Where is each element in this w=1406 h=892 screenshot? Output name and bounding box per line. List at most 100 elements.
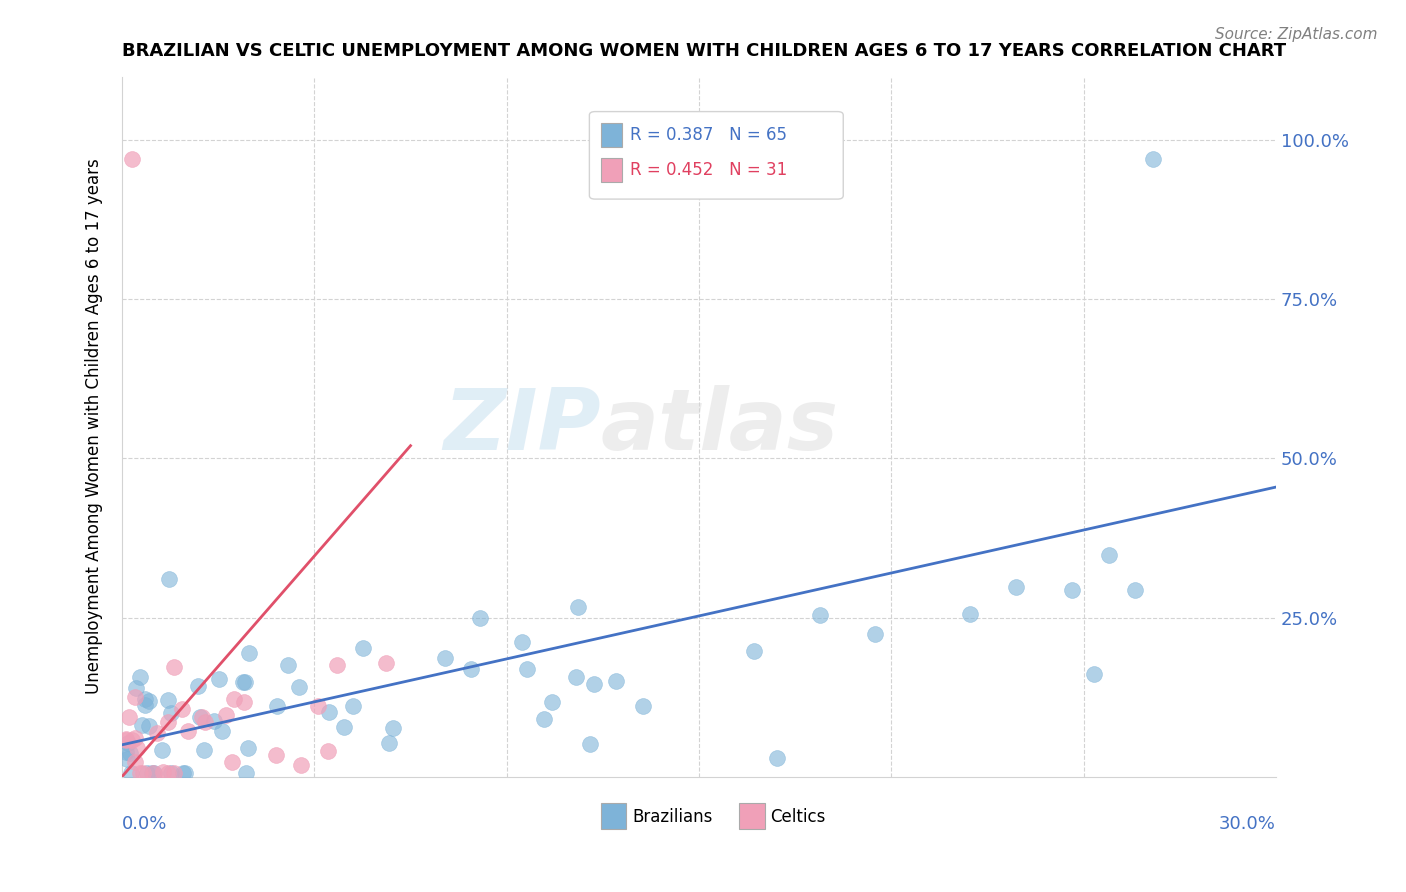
Point [115,746,138,760]
Point [132,766,155,780]
Point [120,766,142,780]
Point [150,743,173,757]
Point [115,733,138,747]
Point [235,766,257,780]
Point [1098,548,1121,562]
Point [124,755,146,769]
Point [128,670,150,684]
Point [208,673,231,687]
Point [326,657,349,672]
Point [121,733,143,747]
Point [233,695,256,709]
Point [191,710,214,724]
Text: 30.0%: 30.0% [1219,815,1277,833]
Point [160,706,183,720]
Point [470,611,492,625]
Point [808,608,831,623]
Point [134,698,156,713]
Bar [600,803,626,830]
Point [120,746,142,760]
Point [288,680,311,694]
Point [172,766,194,780]
Point [138,694,160,708]
Point [633,699,655,714]
Point [533,712,555,726]
Point [157,766,180,780]
Point [236,741,259,756]
Point [117,736,139,750]
Point [124,731,146,746]
Point [194,714,217,729]
Point [567,600,589,615]
Point [142,766,165,780]
Point [127,741,149,756]
Point [222,692,245,706]
Point [124,690,146,704]
Point [375,657,398,671]
Point [129,766,152,780]
Text: atlas: atlas [600,385,839,468]
Point [582,676,605,690]
Point [863,626,886,640]
Point [160,766,183,780]
Point [516,662,538,676]
Point [266,699,288,714]
Point [460,662,482,676]
Point [381,721,404,735]
Point [138,719,160,733]
Point [333,720,356,734]
Point [211,724,233,739]
FancyBboxPatch shape [589,112,844,199]
Point [578,737,600,751]
Point [221,755,243,769]
Point [163,660,186,674]
Point [1123,583,1146,598]
Text: R = 0.387   N = 65: R = 0.387 N = 65 [630,126,787,144]
Point [1142,153,1164,167]
Point [232,674,254,689]
Point [342,699,364,714]
Point [157,572,180,586]
Point [744,643,766,657]
Point [162,766,184,780]
Text: 0.0%: 0.0% [122,815,167,833]
Point [290,758,312,772]
Text: BRAZILIAN VS CELTIC UNEMPLOYMENT AMONG WOMEN WITH CHILDREN AGES 6 TO 17 YEARS CO: BRAZILIAN VS CELTIC UNEMPLOYMENT AMONG W… [122,42,1286,60]
Point [233,675,256,690]
Point [146,725,169,739]
Point [134,692,156,706]
Point [193,742,215,756]
Point [1083,666,1105,681]
Point [959,607,981,621]
Point [188,709,211,723]
Point [266,747,288,762]
Point [177,724,200,739]
Point [115,731,138,746]
Text: Celtics: Celtics [770,807,825,825]
Point [238,646,260,660]
Point [307,698,329,713]
Y-axis label: Unemployment Among Women with Children Ages 6 to 17 years: Unemployment Among Women with Children A… [86,159,103,695]
Point [316,744,339,758]
Text: Brazilians: Brazilians [633,807,713,825]
Point [605,673,627,688]
Point [352,641,374,656]
Point [1060,583,1083,598]
Point [541,695,564,709]
Point [434,651,457,665]
Point [157,714,180,729]
Text: R = 0.452   N = 31: R = 0.452 N = 31 [630,161,787,178]
Point [766,750,789,764]
Text: ZIP: ZIP [443,385,600,468]
Point [152,764,174,779]
Point [115,751,138,765]
Point [121,153,143,167]
Point [143,766,166,780]
Point [131,718,153,732]
Point [215,708,238,723]
Point [187,679,209,693]
Point [136,766,159,780]
Point [378,736,401,750]
Point [565,670,588,684]
Bar [600,159,621,182]
